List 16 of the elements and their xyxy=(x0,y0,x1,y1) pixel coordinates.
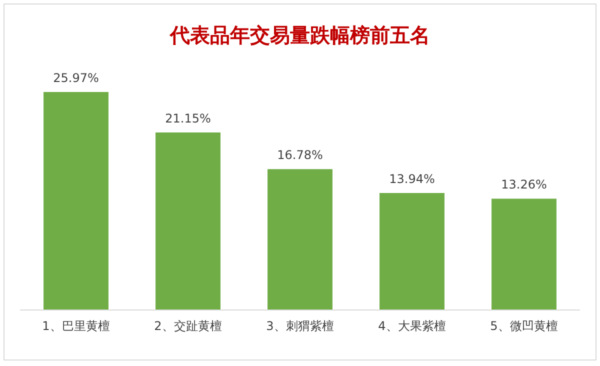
x-tick-label: 2、交趾黄檀 xyxy=(154,319,222,333)
x-tick-label: 5、微凹黄檀 xyxy=(490,319,558,333)
bar xyxy=(44,92,108,310)
bar xyxy=(492,198,556,310)
bar xyxy=(380,192,444,310)
data-label: 16.78% xyxy=(277,148,323,162)
data-label: 13.94% xyxy=(389,172,435,186)
bar xyxy=(156,132,220,310)
data-label: 21.15% xyxy=(165,111,211,126)
x-tick-label: 3、刺猬紫檀 xyxy=(266,319,334,333)
bar xyxy=(268,169,332,310)
data-label: 13.26% xyxy=(501,178,547,192)
x-tick-label: 1、巴里黄檀 xyxy=(42,319,110,333)
x-tick-label: 4、大果紫檀 xyxy=(378,319,446,333)
chart-title: 代表品年交易量跌幅榜前五名 xyxy=(169,23,430,47)
data-label: 25.97% xyxy=(53,71,99,85)
